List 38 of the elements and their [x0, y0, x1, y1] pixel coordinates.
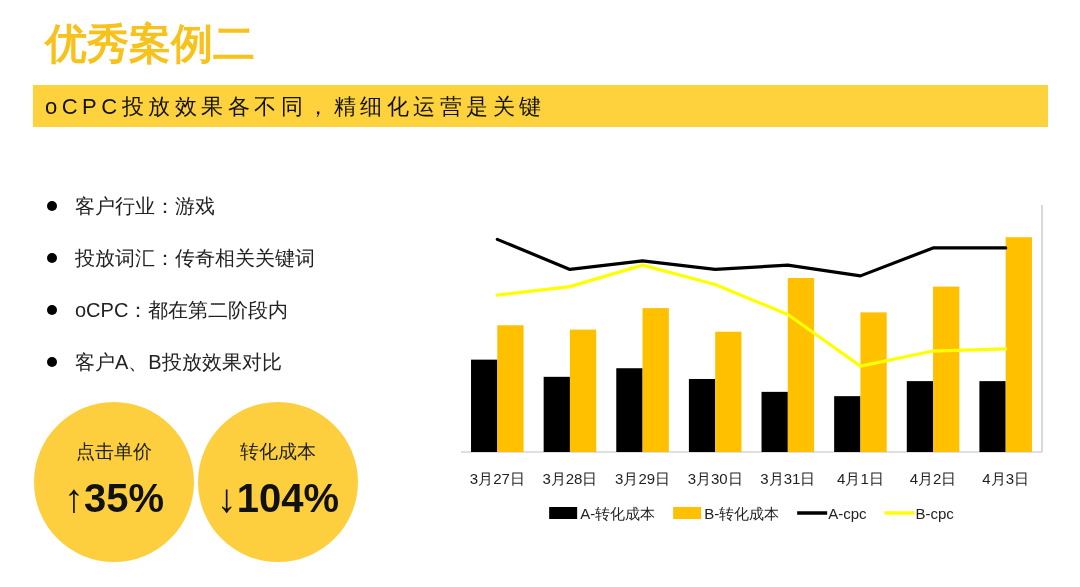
bar — [497, 325, 524, 452]
bar — [471, 359, 498, 452]
bar — [569, 329, 597, 452]
legend-label: A-cpc — [828, 505, 867, 522]
x-tick-label: 3月31日 — [760, 470, 816, 487]
text: oCPC：都在第二阶段内 — [75, 299, 289, 321]
text: 客户A、B投放效果对比 — [75, 351, 282, 373]
bar — [1005, 237, 1032, 452]
x-tick-label: 4月3日 — [982, 470, 1030, 487]
bar — [933, 286, 960, 452]
legend-label: B-转化成本 — [704, 505, 780, 522]
legend-label: A-转化成本 — [580, 505, 656, 522]
bar — [787, 278, 815, 452]
bar — [761, 391, 788, 452]
bar — [543, 376, 570, 452]
bar — [979, 381, 1006, 452]
x-tick-label: 3月30日 — [687, 470, 743, 487]
text: 投放词汇：传奇相关关键词 — [74, 247, 315, 269]
bar — [688, 378, 716, 452]
legend-label: B-cpc — [915, 505, 955, 522]
x-tick-label: 3月27日 — [469, 470, 525, 487]
chart-subtitle: oCPC投放效果各不同，精细化运营是关键 — [45, 94, 546, 119]
x-tick-label: 3月29日 — [615, 470, 671, 487]
text: 客户行业：游戏 — [75, 195, 215, 217]
bar — [715, 331, 742, 452]
chart-title: 优秀案例二 — [43, 20, 255, 67]
text: 转化成本 — [240, 441, 316, 462]
x-tick-label: 3月28日 — [542, 470, 598, 487]
bar — [616, 368, 643, 452]
text: ↓104% — [216, 476, 340, 520]
bar — [860, 312, 887, 452]
x-tick-label: 4月2日 — [909, 470, 957, 487]
text: ↑35% — [63, 476, 165, 520]
bar — [906, 381, 934, 452]
bar — [834, 396, 861, 452]
text: 点击单价 — [76, 441, 152, 462]
bar — [642, 308, 669, 452]
x-tick-label: 4月1日 — [837, 470, 884, 487]
